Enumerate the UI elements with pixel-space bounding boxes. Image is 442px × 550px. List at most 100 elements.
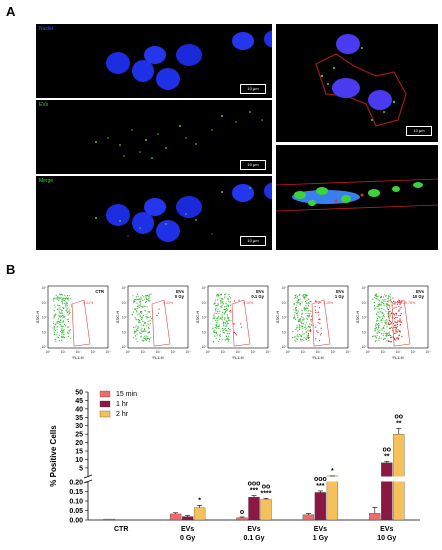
- x-tick-sublabel: 0 Gy: [180, 535, 195, 542]
- bar: [169, 513, 182, 521]
- scalebar-nuclei: 10 μm: [240, 84, 266, 94]
- flow-x-tick: 10²: [236, 350, 241, 354]
- flow-gate: [311, 299, 331, 347]
- flow-y-tick: 10¹: [362, 330, 367, 334]
- flow-x-tick: 10²: [156, 350, 161, 354]
- flow-x-axis-label: FL1-H: [232, 355, 243, 360]
- panel-b-letter: B: [6, 262, 16, 277]
- flow-panel-title: EVs: [176, 289, 185, 294]
- flow-x-tick: 10⁴: [106, 350, 112, 354]
- flow-y-tick: 10⁰: [362, 345, 368, 349]
- y-tick-label: 10: [75, 457, 83, 464]
- flow-y-axis-label: SSC-H: [195, 311, 200, 324]
- y-tick-label: 35: [75, 415, 83, 422]
- flow-events: [212, 293, 243, 343]
- flow-x-axis-label: FL1-H: [72, 355, 83, 360]
- x-tick-sublabel: 1 Gy: [313, 535, 328, 542]
- flow-events: [292, 293, 322, 342]
- bar: [369, 513, 381, 521]
- y-tick-label: 0.15: [69, 489, 83, 496]
- flow-panel-title: EVs: [256, 289, 265, 294]
- flow-y-tick: 10¹: [122, 330, 127, 334]
- flow-y-tick: 10³: [282, 301, 287, 305]
- flow-x-axis-label: FL1-H: [312, 355, 323, 360]
- y-tick-label: 25: [75, 432, 83, 439]
- bar: [193, 507, 206, 521]
- y-tick-label: 0.10: [69, 499, 83, 506]
- significance-label: ooo: [314, 476, 327, 483]
- significance-label: *: [198, 497, 201, 504]
- bar-break-gap: [392, 476, 405, 482]
- significance-label: oo: [262, 483, 271, 490]
- flow-x-tick: 10³: [171, 350, 176, 354]
- flow-y-axis-label: SSC-H: [355, 311, 360, 324]
- bar: [181, 516, 194, 521]
- flow-y-tick: 10¹: [202, 330, 207, 334]
- significance-label: oo: [395, 413, 404, 420]
- flow-panel: 10⁴ 10³ 10² 10¹ 10⁰ 10⁰ 10¹ 10² 10³ 10⁴ SSC-H FL1-H…: [114, 282, 194, 374]
- axis-break-mark: [83, 474, 93, 484]
- flow-gate: [231, 299, 251, 347]
- micro-3d-bottom: [276, 145, 438, 250]
- scalebar-3d: 10 μm: [406, 126, 432, 136]
- flow-y-axis-label: SSC-H: [115, 311, 120, 324]
- flow-events: [131, 293, 160, 343]
- significance-label: **: [384, 453, 390, 460]
- flow-y-axis-label: SSC-H: [35, 311, 40, 324]
- flow-y-tick: 10¹: [42, 330, 47, 334]
- flow-gate-percent: 0.01%: [83, 301, 94, 305]
- flow-x-tick: 10²: [396, 350, 401, 354]
- flow-x-tick: 10³: [251, 350, 256, 354]
- flow-y-axis-label: SSC-H: [275, 311, 280, 324]
- y-tick-label: 5: [79, 465, 83, 472]
- flow-gate-percent: 1.19%: [323, 301, 334, 305]
- y-tick-label: 40: [75, 406, 83, 413]
- flow-y-tick: 10¹: [282, 330, 287, 334]
- significance-label: ***: [250, 487, 258, 494]
- flow-y-tick: 10³: [362, 301, 367, 305]
- bar-break-gap: [326, 476, 339, 482]
- bar: [248, 497, 260, 521]
- x-tick-label: EVs: [380, 526, 393, 533]
- micro-evs: EVs 10 μm: [36, 100, 272, 174]
- flow-x-tick: 10⁰: [366, 350, 372, 354]
- micro-nuclei-label: Nuclei: [39, 26, 53, 32]
- flow-y-tick: 10⁰: [42, 345, 48, 349]
- micro-evs-label: EVs: [39, 102, 49, 108]
- x-tick-label: CTR: [114, 526, 128, 533]
- flow-x-tick: 10²: [316, 350, 321, 354]
- significance-label: ooo: [248, 480, 261, 487]
- significance-label: o: [240, 509, 244, 516]
- scalebar-merge: 10 μm: [240, 236, 266, 246]
- flow-x-tick: 10⁴: [186, 350, 192, 354]
- flow-panel-title: CTR: [95, 289, 104, 294]
- bar: [314, 492, 327, 521]
- legend-swatch: [99, 410, 111, 418]
- flow-x-tick: 10¹: [221, 350, 226, 354]
- flow-y-tick: 10³: [122, 301, 127, 305]
- legend-label: 15 min: [116, 391, 137, 398]
- flow-y-tick: 10⁰: [202, 345, 208, 349]
- flow-y-tick: 10⁰: [282, 345, 288, 349]
- flow-panel-subtitle: 0.1 Gy: [251, 294, 264, 299]
- flow-y-tick: 10³: [202, 301, 207, 305]
- significance-label: ***: [316, 483, 324, 490]
- x-tick-label: EVs: [181, 526, 194, 533]
- flow-panel-subtitle: 0 Gy: [175, 294, 185, 299]
- flow-y-tick: 10⁴: [362, 286, 368, 290]
- y-tick-label: 30: [75, 423, 83, 430]
- flow-x-axis-label: FL1-H: [152, 355, 163, 360]
- flow-x-tick: 10⁰: [46, 350, 52, 354]
- bar: [236, 517, 248, 521]
- flow-gate-percent: 0.10%: [243, 301, 254, 305]
- flow-x-tick: 10¹: [141, 350, 146, 354]
- flow-y-tick: 10²: [362, 316, 367, 320]
- flow-x-tick: 10⁰: [126, 350, 132, 354]
- legend-swatch: [99, 390, 111, 398]
- flow-gate: [391, 299, 411, 347]
- micro-merge: Merge 10 μm: [36, 176, 272, 250]
- x-tick-label: EVs: [247, 526, 260, 533]
- flow-y-tick: 10²: [202, 316, 207, 320]
- flow-panel: 10⁴ 10³ 10² 10¹ 10⁰ 10⁰ 10¹ 10² 10³ 10⁴ SSC-H FL1-H…: [354, 282, 434, 374]
- micro-merge-label: Merge: [39, 178, 54, 184]
